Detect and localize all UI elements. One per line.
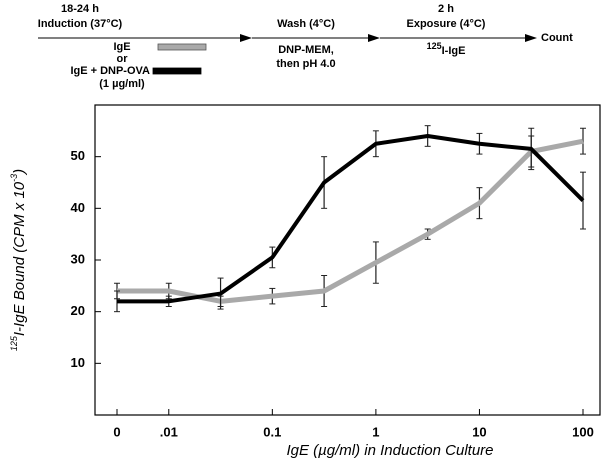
y-tick-label: 30 [71, 251, 85, 266]
superscript: 125 [9, 335, 19, 351]
step-label: Exposure (4°C) [407, 18, 486, 30]
x-tick-label: 0.1 [263, 424, 281, 439]
step-time: 18-24 h [61, 3, 99, 15]
superscript: 125 [427, 41, 442, 51]
plot-frame [94, 104, 601, 416]
arrow [368, 34, 380, 42]
step-detail: then pH 4.0 [276, 58, 335, 70]
or-label: or [117, 53, 129, 65]
y-tick-label: 50 [71, 148, 85, 163]
legend-swatch [157, 43, 207, 51]
label-text: ) [11, 169, 28, 176]
y-axis-label: 125I-IgE Bound (CPM x 10-3) [9, 169, 28, 351]
superscript: -3 [9, 174, 19, 182]
label-text: I-IgE Bound (CPM x 10 [11, 181, 28, 336]
step-label: Count [541, 32, 573, 44]
x-tick-label: .01 [160, 424, 178, 439]
y-tick-label: 20 [71, 303, 85, 318]
protocol: 18-24 h Induction (37°C) or (1 µg/ml) Wa… [38, 3, 573, 90]
dose-label: (1 µg/ml) [99, 78, 145, 90]
step-label: Wash (4°C) [277, 18, 335, 30]
legend-label: IgE [113, 41, 130, 53]
legend-swatch [152, 67, 202, 75]
step-label: Induction (37°C) [38, 18, 123, 30]
legend-label: IgE + DNP-OVA [70, 65, 150, 77]
step-detail: 125I-IgE [427, 41, 466, 57]
step-time: 2 h [438, 3, 454, 15]
agent: I-IgE [442, 45, 466, 57]
x-tick-label: 10 [472, 424, 486, 439]
y-tick-label: 10 [71, 355, 85, 370]
x-tick-label: 1 [372, 424, 379, 439]
step-detail: DNP-MEM, [278, 44, 334, 56]
series-line [117, 134, 585, 304]
arrow [240, 34, 252, 42]
y-tick-label: 40 [71, 200, 85, 215]
x-tick-label: 100 [572, 424, 594, 439]
x-axis-label: IgE (µg/ml) in Induction Culture [286, 442, 493, 459]
x-tick-label: 0 [113, 424, 120, 439]
arrow [525, 34, 537, 42]
